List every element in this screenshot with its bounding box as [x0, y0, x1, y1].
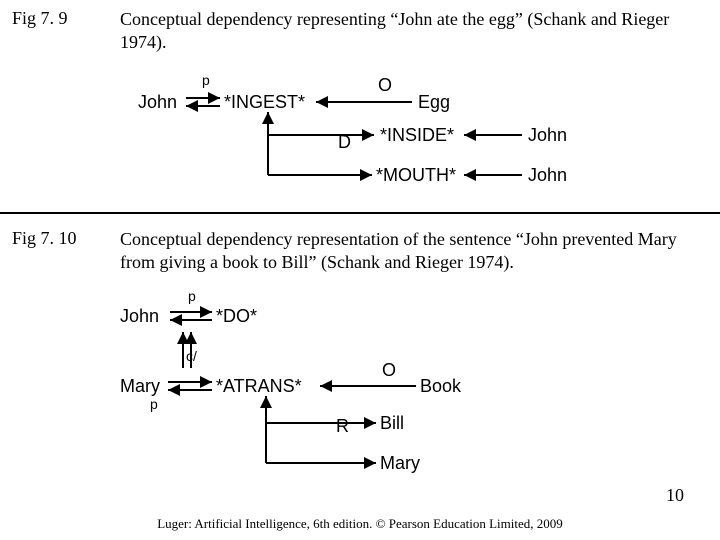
fig79-diagram: John p *INGEST* O Egg D *INSIDE* John *M…	[120, 70, 600, 200]
fig710-diagram: John p *DO* c/ Mary p *ATRANS* O Book R …	[120, 288, 600, 488]
fig79-caption: Conceptual dependency representing “John…	[120, 8, 680, 55]
fig710-label: Fig 7. 10	[12, 228, 77, 249]
section-divider	[0, 212, 720, 214]
page-number: 10	[666, 485, 684, 506]
page-footer: Luger: Artificial Intelligence, 6th edit…	[0, 516, 720, 532]
fig710-caption: Conceptual dependency representation of …	[120, 228, 700, 275]
fig710-arrows	[120, 288, 600, 488]
fig79-arrows	[120, 70, 600, 200]
fig79-label: Fig 7. 9	[12, 8, 68, 29]
